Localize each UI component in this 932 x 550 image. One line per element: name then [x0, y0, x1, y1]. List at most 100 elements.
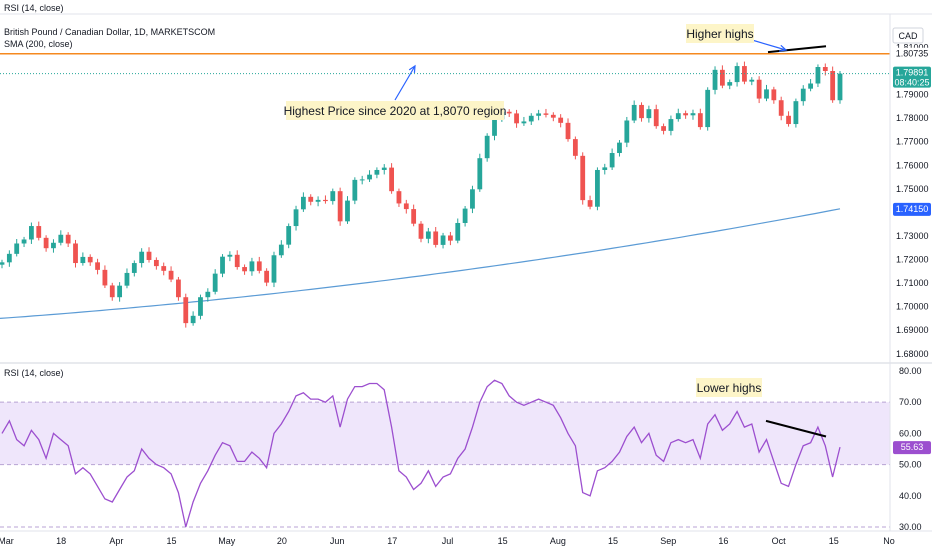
candle[interactable] [293, 205, 299, 231]
currency-button[interactable] [892, 27, 924, 44]
candle[interactable] [727, 79, 733, 90]
candle[interactable] [617, 140, 622, 157]
higher-highs-trendline[interactable] [767, 45, 827, 54]
candle[interactable] [572, 136, 578, 160]
candle[interactable] [808, 79, 813, 92]
candle[interactable] [381, 164, 387, 175]
candle[interactable] [705, 87, 711, 131]
candle[interactable] [411, 204, 417, 227]
candle[interactable] [117, 282, 123, 302]
candle[interactable] [734, 62, 740, 87]
candle[interactable] [109, 282, 115, 301]
candle[interactable] [183, 293, 189, 328]
candle[interactable] [565, 118, 571, 142]
candle[interactable] [528, 113, 534, 125]
candle[interactable] [234, 250, 240, 270]
candle[interactable] [278, 240, 284, 258]
candle[interactable] [242, 264, 247, 275]
candle[interactable] [712, 66, 718, 95]
candle[interactable] [367, 170, 372, 182]
candle[interactable] [271, 251, 277, 288]
candle[interactable] [359, 175, 365, 185]
candle[interactable] [477, 153, 483, 192]
candle[interactable] [690, 109, 696, 120]
candle[interactable] [550, 112, 556, 122]
candle[interactable] [256, 256, 262, 274]
candle[interactable] [756, 76, 762, 104]
candle[interactable] [771, 86, 777, 104]
candle[interactable] [719, 65, 725, 89]
candle[interactable] [455, 218, 461, 244]
candle[interactable] [396, 188, 402, 207]
candle[interactable] [425, 227, 431, 244]
sma-badge[interactable]: 1.74150 [893, 202, 931, 216]
candle[interactable] [190, 311, 196, 326]
candle[interactable] [764, 84, 769, 102]
candle[interactable] [440, 232, 446, 249]
candle[interactable] [374, 167, 380, 179]
candle[interactable] [352, 177, 358, 205]
candle[interactable] [786, 111, 791, 127]
candle[interactable] [87, 254, 93, 266]
candle[interactable] [43, 235, 49, 252]
candle[interactable] [14, 239, 20, 257]
candle[interactable] [448, 231, 453, 246]
candle[interactable] [506, 109, 512, 117]
candle[interactable] [602, 163, 608, 175]
candle[interactable] [102, 265, 108, 289]
candle[interactable] [536, 109, 542, 121]
candle[interactable] [300, 192, 306, 212]
candle[interactable] [205, 288, 211, 302]
candle[interactable] [587, 195, 593, 210]
candle[interactable] [609, 148, 615, 170]
candle[interactable] [683, 110, 689, 119]
candle[interactable] [484, 133, 490, 162]
candle[interactable] [198, 294, 203, 320]
candle[interactable] [249, 257, 255, 276]
candle[interactable] [153, 257, 159, 270]
candle[interactable] [668, 115, 674, 136]
candle[interactable] [514, 109, 519, 128]
candle[interactable] [168, 266, 174, 283]
candle[interactable] [403, 199, 409, 214]
candle[interactable] [21, 236, 27, 248]
candle[interactable] [418, 221, 424, 243]
candle[interactable] [778, 96, 784, 121]
candle[interactable] [51, 239, 56, 253]
candle[interactable] [29, 222, 34, 244]
resistance-badge[interactable]: 1.80735 [893, 47, 931, 59]
candle[interactable] [308, 194, 314, 206]
candle[interactable] [330, 188, 336, 205]
candle[interactable] [58, 230, 64, 246]
candle[interactable] [639, 102, 644, 122]
candle[interactable] [0, 259, 5, 269]
candle[interactable] [139, 248, 145, 268]
candle[interactable] [264, 268, 270, 287]
candle[interactable] [315, 196, 321, 207]
candle[interactable] [65, 232, 71, 248]
lower-highs-trendline[interactable] [765, 419, 827, 438]
candle[interactable] [830, 66, 836, 103]
candle[interactable] [521, 116, 527, 126]
candle[interactable] [36, 221, 42, 241]
candle[interactable] [212, 269, 218, 295]
candle[interactable] [95, 258, 100, 275]
candle[interactable] [646, 105, 652, 123]
candle[interactable] [543, 108, 549, 118]
candle[interactable] [815, 64, 821, 88]
candle[interactable] [131, 260, 137, 277]
candle[interactable] [462, 206, 468, 227]
candle[interactable] [227, 251, 233, 262]
candle[interactable] [470, 185, 475, 214]
candle[interactable] [837, 71, 843, 104]
candle[interactable] [661, 123, 666, 135]
candle[interactable] [793, 98, 799, 128]
candle[interactable] [433, 226, 439, 248]
candle[interactable] [624, 116, 630, 148]
candle[interactable] [80, 252, 86, 266]
candle[interactable] [697, 108, 703, 130]
candle[interactable] [323, 195, 328, 204]
rsi-badge[interactable]: 55.63 [893, 441, 931, 455]
sma-200-line[interactable] [0, 208, 841, 319]
